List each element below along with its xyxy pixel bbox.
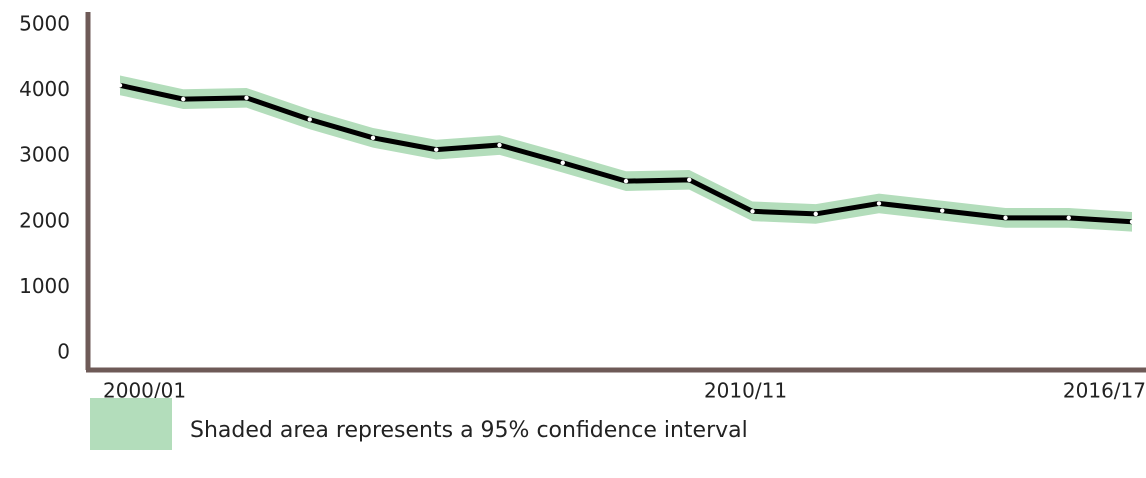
legend-swatch	[90, 398, 172, 450]
point	[307, 117, 312, 122]
point	[750, 209, 755, 214]
y-tick-label: 1000	[19, 274, 70, 298]
point	[1129, 219, 1135, 224]
line	[119, 82, 1133, 225]
point	[876, 201, 882, 206]
x-tick-label: 2010/11	[704, 379, 787, 403]
confidence-band	[120, 75, 1132, 232]
point	[940, 208, 945, 213]
y-tick-label: 3000	[19, 143, 70, 167]
point	[181, 96, 186, 102]
point	[370, 135, 376, 141]
point	[687, 177, 692, 183]
legend-text: Shaded area represents a 95% confidence …	[190, 418, 748, 443]
y-tick-label: 5000	[19, 12, 70, 36]
point	[1003, 215, 1008, 221]
point	[497, 142, 502, 148]
point	[1066, 215, 1071, 221]
point	[434, 147, 439, 152]
y-tick-label: 4000	[19, 77, 70, 101]
point	[117, 83, 123, 88]
y-tick-label: 2000	[19, 208, 70, 232]
point	[813, 211, 818, 217]
point	[623, 178, 629, 184]
y-tick-label: 0	[57, 340, 70, 364]
x-tick-label: 2016/17	[1063, 379, 1146, 403]
point	[244, 95, 249, 101]
point	[560, 160, 565, 165]
